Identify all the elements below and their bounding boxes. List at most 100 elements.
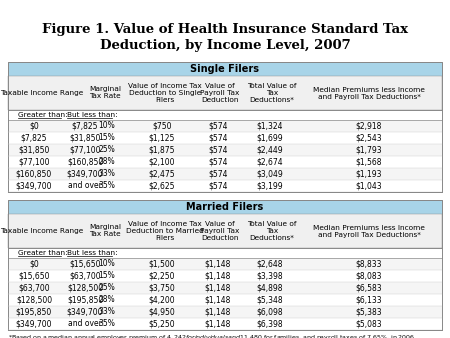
Text: $574: $574 [208,158,228,167]
Text: $1,148: $1,148 [205,260,231,268]
Text: $1,148: $1,148 [205,319,231,329]
Text: 25%: 25% [99,145,115,154]
Bar [8,76,442,110]
Text: $2,543: $2,543 [356,134,382,143]
Bar [8,180,442,192]
Text: Marginal
Tax Rate: Marginal Tax Rate [89,224,121,238]
Bar [8,200,442,330]
Text: $349,700: $349,700 [16,182,52,191]
Text: $128,500: $128,500 [16,295,52,305]
Text: Single Filers: Single Filers [190,64,260,74]
Text: Greater than:: Greater than: [18,112,68,118]
Text: 33%: 33% [99,169,116,178]
Text: Value of
Payroll Tax
Deduction: Value of Payroll Tax Deduction [200,221,240,241]
Text: $1,875: $1,875 [149,145,175,154]
Text: $2,648: $2,648 [257,260,283,268]
Text: $750: $750 [152,121,172,130]
Bar [8,156,442,168]
Text: $4,950: $4,950 [148,308,176,316]
Bar [8,294,442,306]
Text: $160,850: $160,850 [67,158,103,167]
Text: $31,850: $31,850 [69,134,101,143]
Text: 10%: 10% [99,121,115,130]
Bar [8,168,442,180]
Bar [8,214,442,248]
Bar [8,318,442,330]
Text: $7,825: $7,825 [21,134,47,143]
Bar [8,306,442,318]
Text: *Based on a median annual employer premium of $4,242 for individuals and $11,480: *Based on a median annual employer premi… [8,333,415,338]
Text: $1,699: $1,699 [256,134,284,143]
Text: $3,750: $3,750 [148,284,176,292]
Text: $15,650: $15,650 [18,271,50,281]
Text: Total Value of
Tax
Deductions*: Total Value of Tax Deductions* [247,221,297,241]
Bar [8,62,442,76]
Text: 15%: 15% [99,271,115,281]
Bar [8,258,442,270]
Text: 10%: 10% [99,260,115,268]
Text: $128,500: $128,500 [67,284,103,292]
Text: $574: $574 [208,145,228,154]
Text: $6,098: $6,098 [256,308,284,316]
Text: 28%: 28% [99,158,115,167]
Text: $2,475: $2,475 [148,169,176,178]
Text: $0: $0 [29,121,39,130]
Text: $4,200: $4,200 [148,295,176,305]
Text: $2,100: $2,100 [149,158,175,167]
Text: $574: $574 [208,182,228,191]
Text: $1,324: $1,324 [257,121,283,130]
Text: and over: and over [68,182,102,191]
Text: $3,199: $3,199 [256,182,284,191]
Text: $3,398: $3,398 [256,271,284,281]
Text: $31,850: $31,850 [18,145,50,154]
Text: $63,700: $63,700 [18,284,50,292]
Text: $1,148: $1,148 [205,295,231,305]
Text: $195,850: $195,850 [16,308,52,316]
Text: $1,148: $1,148 [205,284,231,292]
Text: $1,500: $1,500 [148,260,176,268]
Text: But less than:: But less than: [67,112,117,118]
Bar [8,270,442,282]
Text: $2,918: $2,918 [356,121,382,130]
Text: $349,700: $349,700 [67,308,103,316]
Text: $1,568: $1,568 [356,158,382,167]
Text: $1,043: $1,043 [356,182,382,191]
Text: 33%: 33% [99,308,116,316]
Text: $195,850: $195,850 [67,295,103,305]
Text: $349,700: $349,700 [67,169,103,178]
Text: $349,700: $349,700 [16,319,52,329]
Text: Median Premiums less Income
and Payroll Tax Deductions*: Median Premiums less Income and Payroll … [313,87,425,99]
Text: $63,700: $63,700 [69,271,101,281]
Bar [8,248,442,258]
Text: $77,100: $77,100 [18,158,50,167]
Text: and over: and over [68,319,102,329]
Text: $6,583: $6,583 [356,284,382,292]
Text: Married Filers: Married Filers [186,202,264,212]
Bar [8,132,442,144]
Text: $2,250: $2,250 [149,271,175,281]
Text: 35%: 35% [99,182,116,191]
Text: $8,833: $8,833 [356,260,382,268]
Text: Value of
Payroll Tax
Deduction: Value of Payroll Tax Deduction [200,83,240,103]
Bar [8,62,442,192]
Text: Value of Income Tax
Deduction to Single
Filers: Value of Income Tax Deduction to Single … [128,83,202,103]
Text: Marginal
Tax Rate: Marginal Tax Rate [89,87,121,99]
Text: $6,133: $6,133 [356,295,382,305]
Bar [8,144,442,156]
Text: $5,383: $5,383 [356,308,382,316]
Text: $2,449: $2,449 [256,145,284,154]
Text: $1,148: $1,148 [205,271,231,281]
Text: Total Value of
Tax
Deductions*: Total Value of Tax Deductions* [247,83,297,103]
Bar [8,282,442,294]
Text: $1,148: $1,148 [205,308,231,316]
Bar [8,110,442,120]
Text: $1,125: $1,125 [149,134,175,143]
Text: 28%: 28% [99,295,115,305]
Text: 15%: 15% [99,134,115,143]
Text: $8,083: $8,083 [356,271,382,281]
Text: $1,193: $1,193 [356,169,382,178]
Text: $0: $0 [29,260,39,268]
Text: $3,049: $3,049 [256,169,284,178]
Text: But less than:: But less than: [67,250,117,256]
Text: $5,083: $5,083 [356,319,382,329]
